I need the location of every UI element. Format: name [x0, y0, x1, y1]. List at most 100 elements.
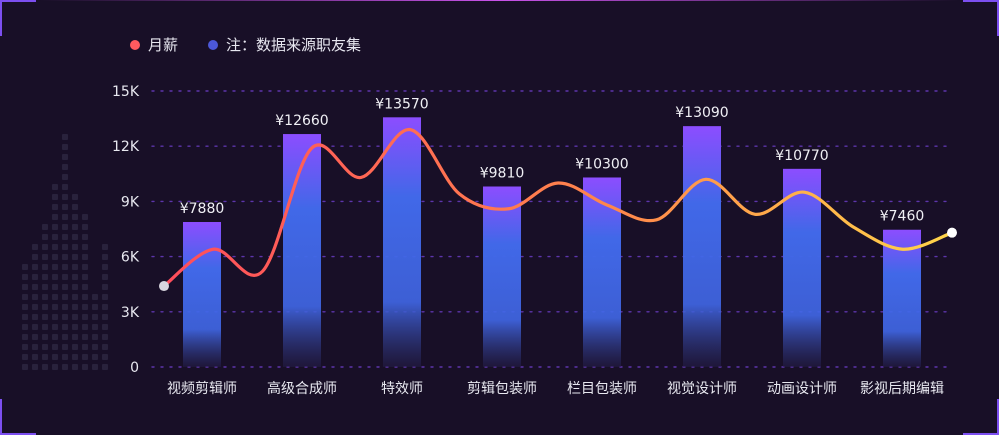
legend-item-salary: 月薪: [130, 35, 178, 55]
decorative-dot: [72, 254, 78, 260]
decorative-dot: [32, 254, 38, 260]
salary-bar: [783, 168, 821, 367]
decorative-dot: [102, 274, 108, 280]
decorative-dot: [22, 274, 28, 280]
decorative-dot: [42, 364, 48, 370]
decorative-dot: [102, 264, 108, 270]
decorative-dot: [42, 264, 48, 270]
decorative-dot: [42, 354, 48, 360]
x-tick-label: 视觉设计师: [667, 381, 737, 397]
legend-label-salary: 月薪: [148, 36, 179, 54]
decorative-dot: [52, 364, 58, 370]
decorative-dot: [82, 244, 88, 250]
decorative-dot: [62, 274, 68, 280]
decorative-dot: [72, 304, 78, 310]
decorative-dot: [62, 174, 68, 180]
decorative-dot: [102, 304, 108, 310]
decorative-dot: [72, 244, 78, 250]
decorative-dot: [92, 334, 98, 340]
x-tick-label: 影视后期编辑: [860, 381, 944, 397]
salary-bar: [483, 186, 521, 367]
decorative-dot: [62, 254, 68, 260]
decorative-dot: [72, 274, 78, 280]
decorative-dot: [62, 294, 68, 300]
legend: 月薪 注：数据来源职友集: [130, 35, 361, 55]
y-tick-label: 15K: [112, 84, 140, 100]
x-tick-label: 特效师: [381, 381, 423, 397]
decorative-dot: [42, 224, 48, 230]
decorative-dot: [102, 354, 108, 360]
decorative-dot: [62, 354, 68, 360]
decorative-dot: [32, 314, 38, 320]
decorative-dot: [52, 254, 58, 260]
decorative-dot: [52, 334, 58, 340]
decorative-dot: [52, 304, 58, 310]
decorative-dot: [62, 344, 68, 350]
decorative-dot: [22, 324, 28, 330]
salary-bar: [583, 177, 621, 367]
trend-line-end-marker: [947, 227, 957, 238]
decorative-dot: [62, 194, 68, 200]
decorative-dot: [92, 354, 98, 360]
decorative-dot: [72, 344, 78, 350]
salary-trend-line: [162, 128, 954, 288]
bar-value-label: ¥13570: [375, 96, 428, 112]
bar-value-label: ¥10300: [575, 156, 628, 172]
top-glow-line: [40, 0, 959, 1]
decorative-dot: [72, 284, 78, 290]
legend-item-source-note: 注：数据来源职友集: [208, 35, 361, 55]
decorative-dot: [82, 354, 88, 360]
decorative-dot: [32, 264, 38, 270]
decorative-dot: [42, 304, 48, 310]
decorative-dot: [52, 314, 58, 320]
decorative-dot: [82, 264, 88, 270]
decorative-dot: [52, 244, 58, 250]
decorative-dot: [72, 214, 78, 220]
decorative-dot: [52, 204, 58, 210]
x-tick-labels: 视频剪辑师 高级合成师 特效师 剪辑包装师 栏目包装师 视觉设计师 动画设计师 影视后期编辑: [167, 380, 944, 397]
decorative-dot: [62, 224, 68, 230]
decorative-dot: [22, 294, 28, 300]
decorative-dot: [52, 234, 58, 240]
bar-value-label: ¥13090: [675, 105, 728, 121]
legend-marker-source-note: [208, 40, 219, 50]
y-tick-label: 6K: [121, 250, 140, 266]
decorative-dot: [92, 324, 98, 330]
decorative-dot-column: [32, 244, 38, 370]
decorative-dot: [82, 224, 88, 230]
x-tick-label: 栏目包装师: [567, 381, 637, 397]
decorative-dot: [82, 274, 88, 280]
decorative-dot: [52, 284, 58, 290]
decorative-dot: [42, 254, 48, 260]
salary-bar: [383, 117, 421, 367]
decorative-dot: [52, 294, 58, 300]
decorative-dot: [82, 334, 88, 340]
decorative-dot: [52, 184, 58, 190]
decorative-dot: [102, 334, 108, 340]
decorative-dot: [42, 344, 48, 350]
decorative-dot: [62, 184, 68, 190]
salary-bar: [283, 134, 321, 367]
decorative-dot: [22, 304, 28, 310]
decorative-dot: [62, 324, 68, 330]
decorative-dot-column: [92, 294, 98, 370]
decorative-dot: [22, 314, 28, 320]
decorative-dot-column: [102, 244, 108, 370]
decorative-dot: [62, 284, 68, 290]
salary-bar: [183, 222, 221, 367]
decorative-dot: [62, 304, 68, 310]
decorative-dot-column: [22, 264, 28, 370]
decorative-dot: [92, 294, 98, 300]
decorative-dot: [72, 314, 78, 320]
decorative-dot: [82, 344, 88, 350]
decorative-dot: [102, 324, 108, 330]
decorative-dot: [32, 354, 38, 360]
decorative-dot-column: [72, 194, 78, 370]
decorative-dot: [62, 364, 68, 370]
decorative-dot: [72, 264, 78, 270]
y-tick-label: 9K: [121, 194, 140, 210]
decorative-dot: [62, 264, 68, 270]
bar-value-label: ¥12660: [275, 113, 328, 129]
decorative-dot: [82, 254, 88, 260]
